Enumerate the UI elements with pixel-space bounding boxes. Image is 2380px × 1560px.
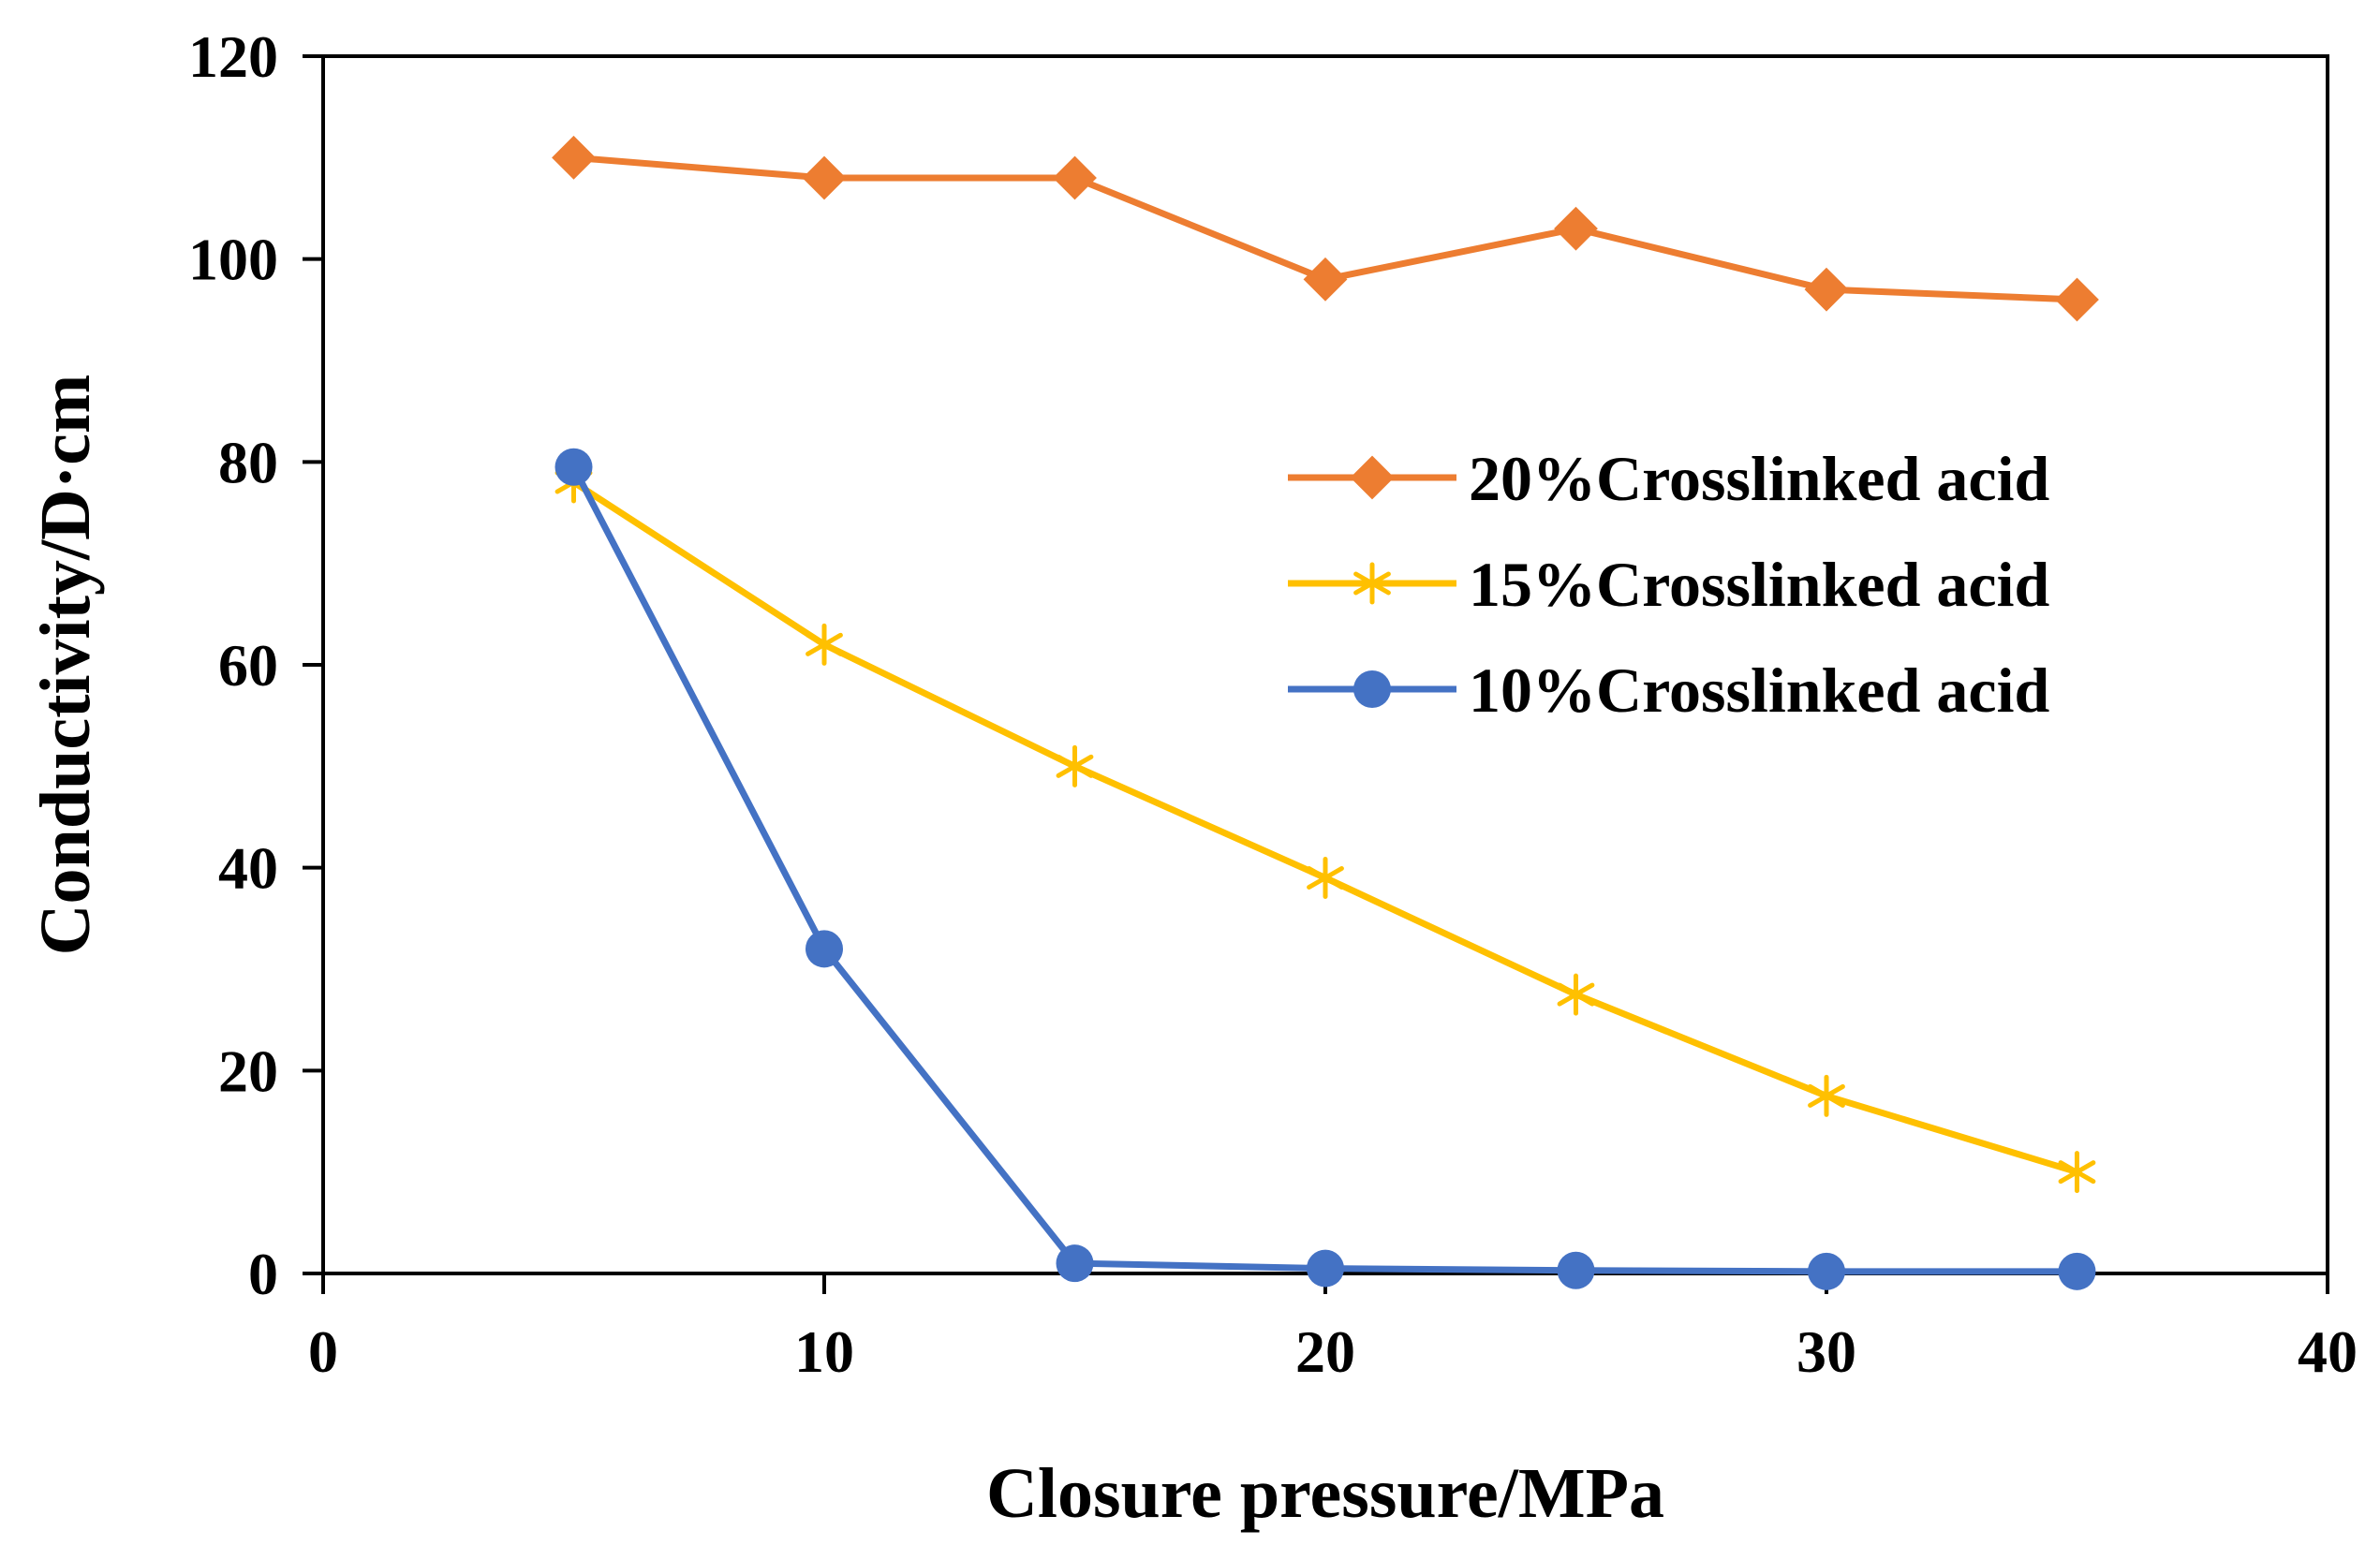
data-point [806, 623, 843, 666]
series-10-crosslinked-acid [554, 448, 2096, 1290]
x-tick-label: 40 [2298, 1318, 2358, 1385]
legend-label: 10%Crosslinked acid [1469, 655, 2049, 726]
data-point [1808, 1074, 1845, 1117]
legend-label: 20%Crosslinked acid [1469, 443, 2049, 514]
legend: 20%Crosslinked acid 15%Crosslinked acid 10… [1288, 443, 2049, 726]
data-point [1307, 1249, 1344, 1288]
y-tick-label: 0 [248, 1241, 278, 1307]
data-point [2055, 277, 2099, 322]
y-tick-label: 100 [188, 227, 278, 293]
data-point [1557, 1251, 1595, 1289]
y-tick-label: 20 [218, 1038, 278, 1104]
legend-marker [1350, 455, 1395, 500]
data-point [554, 448, 593, 486]
y-tick-label: 120 [188, 23, 278, 90]
data-point [1053, 155, 1097, 200]
legend-item: 20%Crosslinked acid [1288, 443, 2049, 514]
legend-marker [1353, 670, 1391, 708]
y-axis-ticks: 0 20 40 60 80 100 120 [188, 23, 323, 1307]
series-layer [552, 135, 2099, 1290]
y-tick-label: 40 [218, 835, 278, 902]
data-point [2058, 1252, 2096, 1290]
x-axis-title: Closure pressure/MPa [986, 1454, 1664, 1533]
legend-marker [1353, 562, 1391, 605]
x-tick-label: 20 [1295, 1318, 1355, 1385]
y-axis-title: Conductivity/D·cm [26, 375, 105, 956]
y-tick-label: 60 [218, 632, 278, 699]
series-20-crosslinked-acid [552, 135, 2099, 322]
x-tick-label: 30 [1796, 1318, 1856, 1385]
x-axis-ticks: 0 10 20 30 40 [308, 1273, 2358, 1385]
data-point [1804, 267, 1849, 312]
data-point [1554, 206, 1598, 251]
data-point [1557, 973, 1595, 1016]
data-point [1303, 257, 1348, 302]
data-point [1307, 857, 1344, 899]
data-point [1056, 744, 1094, 787]
data-point [802, 155, 847, 200]
data-point [2058, 1151, 2096, 1194]
data-point [806, 930, 843, 968]
legend-item: 10%Crosslinked acid [1288, 655, 2049, 726]
data-point [552, 135, 596, 180]
data-point [1056, 1244, 1094, 1283]
data-point [1808, 1252, 1845, 1290]
legend-label: 15%Crosslinked acid [1469, 549, 2049, 620]
x-tick-label: 0 [308, 1318, 338, 1385]
x-tick-label: 10 [794, 1318, 854, 1385]
legend-item: 15%Crosslinked acid [1288, 549, 2049, 620]
y-tick-label: 80 [218, 429, 278, 495]
